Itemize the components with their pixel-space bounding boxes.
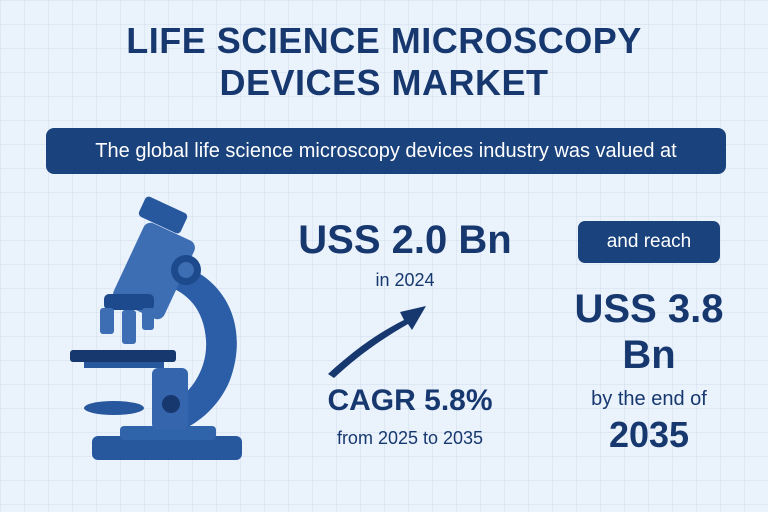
cagr-period: from 2025 to 2035 <box>336 428 484 448</box>
forecast-by-label: by the end of <box>591 388 707 410</box>
cagr-value: CAGR 5.8% <box>327 384 493 417</box>
current-market-value: USS 2.0 Bn <box>298 218 512 262</box>
title-line-2: DEVICES MARKET <box>219 62 549 103</box>
intro-banner: The global life science microscopy devic… <box>46 128 726 174</box>
microscope-icon <box>70 196 242 460</box>
forecast-value-line-2: Bn <box>622 333 676 377</box>
title-line-1: LIFE SCIENCE MICROSCOPY <box>126 20 642 61</box>
page-title: LIFE SCIENCE MICROSCOPY DEVICES MARKET <box>0 20 768 104</box>
forecast-market-value: USS 3.8 Bn <box>556 286 742 378</box>
current-year-label: in 2024 <box>375 270 435 290</box>
forecast-value-line-1: USS 3.8 <box>574 287 724 331</box>
forecast-year: 2035 <box>608 414 690 455</box>
trend-arrow-icon <box>328 306 426 378</box>
reach-badge: and reach <box>578 221 720 263</box>
